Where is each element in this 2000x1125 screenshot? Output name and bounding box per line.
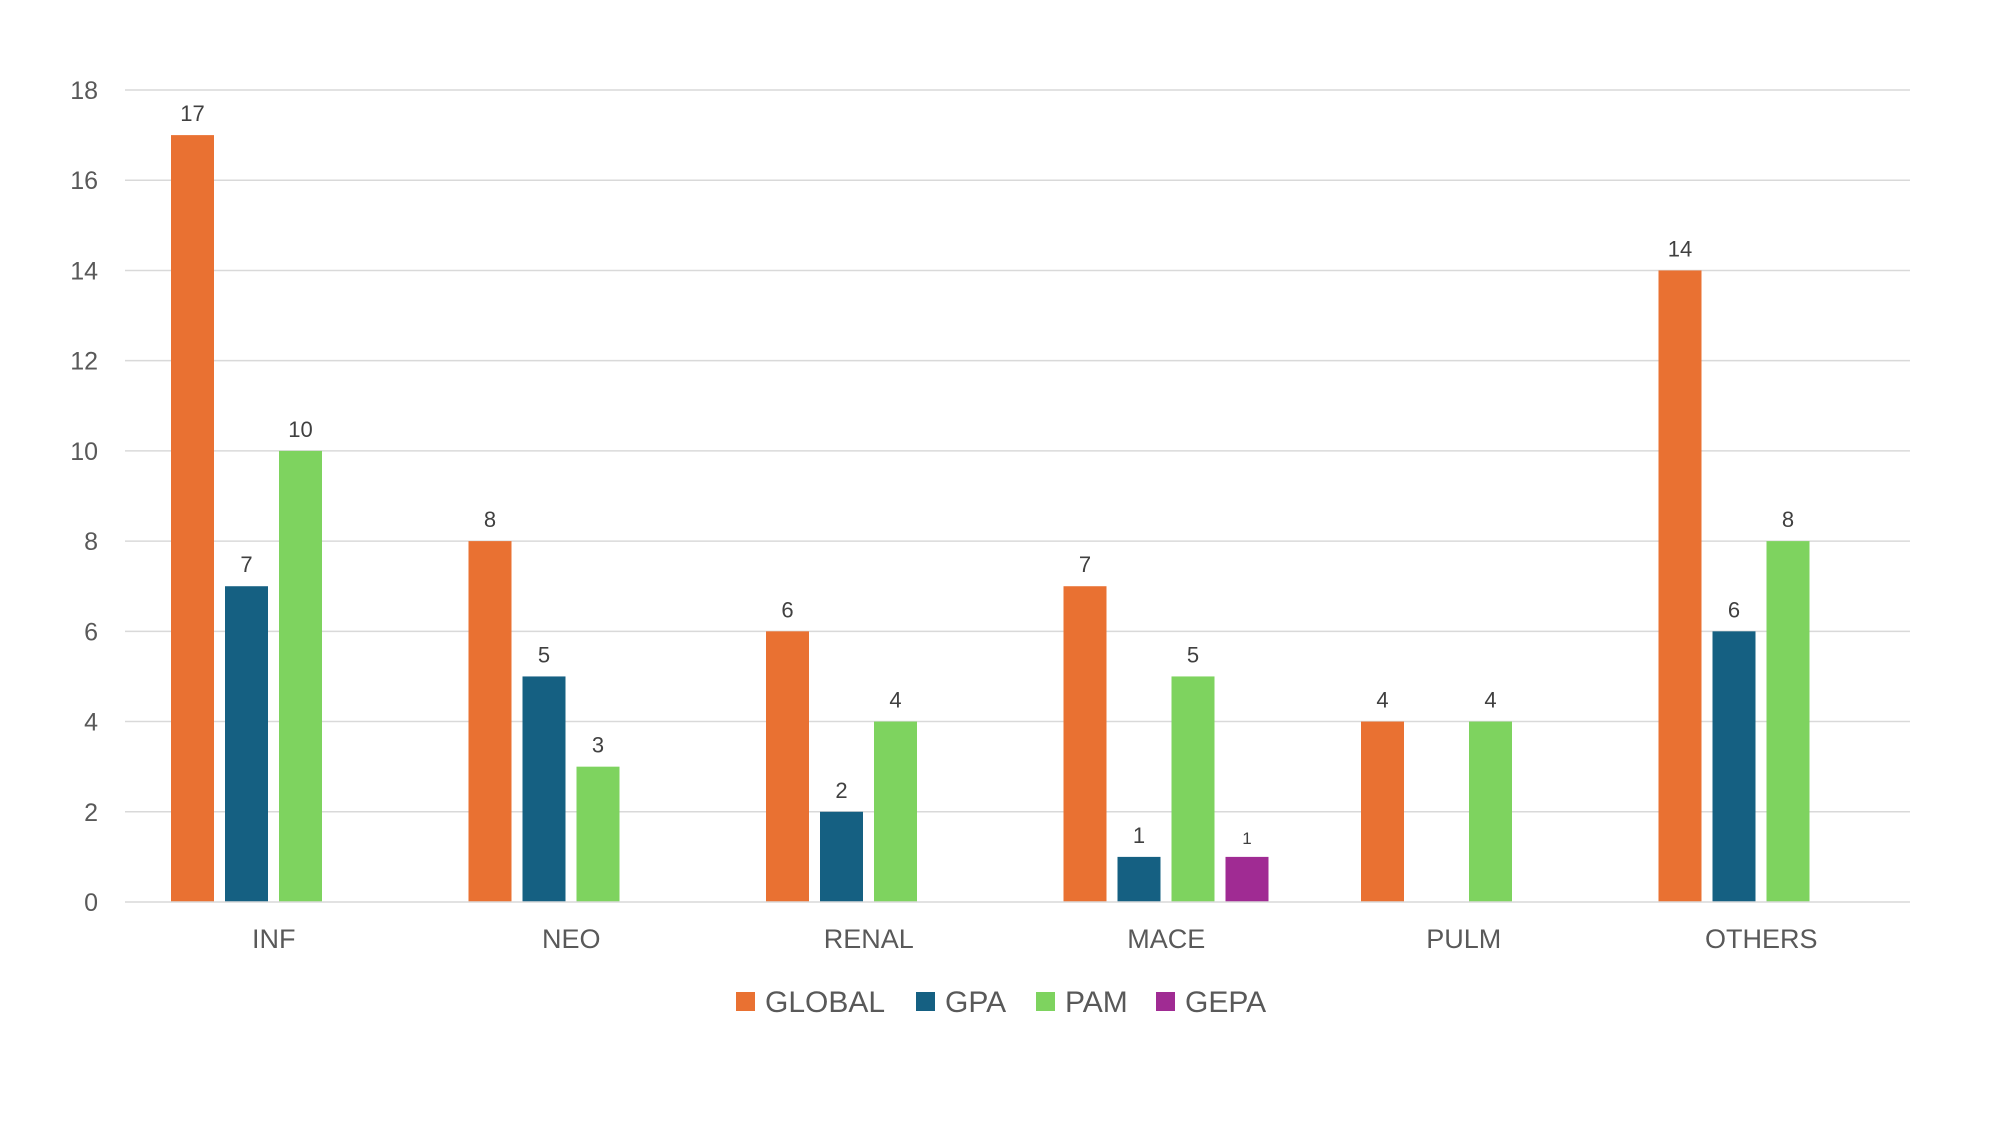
gridlines [125,89,1910,813]
data-label: 4 [1484,688,1496,713]
y-tick-label: 0 [84,889,98,917]
x-tick-label: OTHERS [1705,924,1818,954]
legend-item-global: GLOBAL [736,986,885,1019]
bar-gpa-inf [225,586,268,902]
data-label: 1 [1133,823,1145,848]
bar-gpa-neo [522,676,566,902]
legend-item-pam: PAM [1036,986,1128,1019]
legend-swatch [916,992,935,1011]
x-tick-label: MACE [1127,924,1205,954]
data-label: 6 [781,597,793,622]
bar-pam-inf [279,450,322,902]
data-label: 6 [1728,597,1740,622]
bar-global-others [1658,270,1702,902]
legend-item-gepa: GEPA [1156,986,1266,1019]
data-label: 8 [1782,507,1794,532]
legend-label: PAM [1065,986,1128,1019]
bar-pam-renal [874,721,917,902]
x-axis: INF NEO RENAL MACE PULM OTHERS [125,901,1910,954]
legend-swatch [1036,992,1055,1011]
y-tick-label: 4 [84,709,98,737]
x-tick-label: PULM [1426,924,1501,954]
data-label: 1 [1242,829,1251,848]
data-label: 4 [1376,688,1388,713]
y-tick-label: 18 [70,77,98,105]
y-axis-ticks: 0 2 4 6 8 10 12 14 16 18 [70,77,98,917]
data-label: 5 [1187,642,1199,667]
bars [171,135,1810,903]
bar-global-inf [171,135,214,903]
y-tick-label: 6 [84,618,98,646]
bar-gpa-mace [1117,856,1161,902]
y-tick-label: 16 [70,167,98,195]
legend-swatch [1156,992,1175,1011]
x-tick-label: INF [252,924,296,954]
data-label: 7 [1079,552,1091,577]
y-tick-label: 14 [70,257,98,285]
legend-label: GPA [945,986,1006,1019]
bar-pam-neo [576,766,620,902]
data-label: 17 [180,101,204,126]
bar-global-renal [766,631,809,902]
data-label: 14 [1668,236,1692,261]
x-tick-label: RENAL [824,924,914,954]
data-label: 2 [835,778,847,803]
bar-pam-pulm [1469,721,1512,902]
bar-pam-others [1766,541,1810,902]
bar-global-mace [1063,586,1107,902]
legend-label: GLOBAL [765,986,885,1019]
legend-label: GEPA [1185,986,1266,1019]
data-label: 4 [889,688,901,713]
data-label: 7 [240,552,252,577]
data-label: 3 [592,733,604,758]
y-tick-label: 10 [70,438,98,466]
bar-pam-mace [1171,676,1215,902]
data-label: 10 [288,417,312,442]
legend-swatch [736,992,755,1011]
data-label: 5 [538,642,550,667]
y-tick-label: 12 [70,348,98,376]
y-tick-label: 2 [84,799,98,827]
bar-global-pulm [1361,721,1404,902]
bar-gepa-mace [1225,856,1269,902]
x-tick-label: NEO [542,924,601,954]
bar-global-neo [468,541,512,902]
bar-gpa-others [1712,631,1756,902]
legend: GLOBAL GPA PAM GEPA [736,986,1266,1019]
legend-item-gpa: GPA [916,986,1006,1019]
y-tick-label: 8 [84,528,98,556]
bar-gpa-renal [820,811,863,902]
data-label: 8 [484,507,496,532]
